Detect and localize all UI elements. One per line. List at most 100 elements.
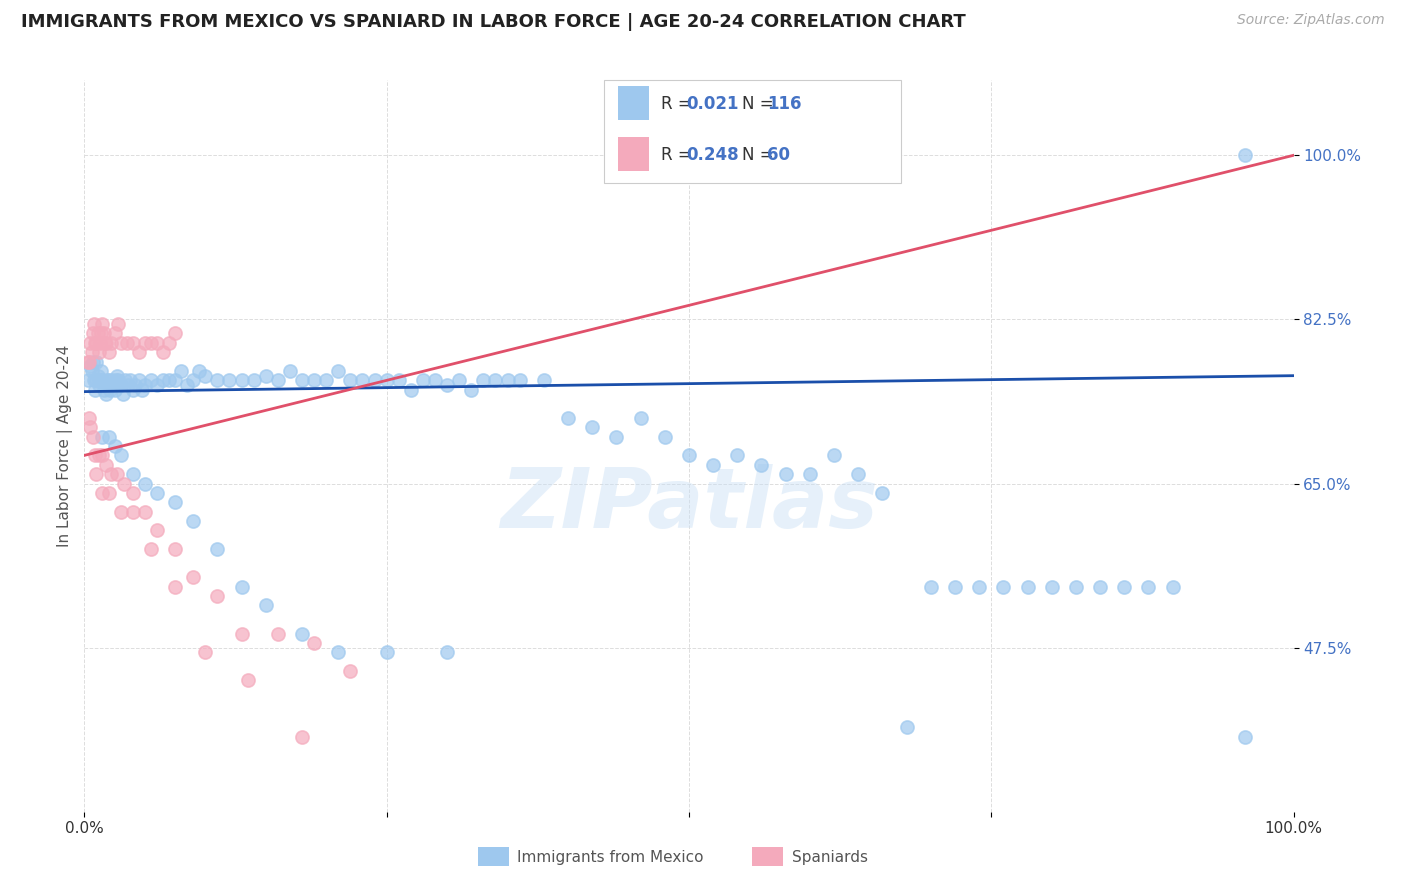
Point	[91, 449, 114, 463]
Point	[630, 410, 652, 425]
Point	[725, 449, 748, 463]
Point	[254, 599, 277, 613]
Point	[207, 589, 229, 603]
Point	[423, 373, 446, 387]
Point	[896, 720, 918, 734]
Point	[80, 364, 103, 378]
Point	[97, 486, 120, 500]
Point	[110, 335, 132, 350]
Point	[799, 467, 821, 482]
Point	[89, 335, 111, 350]
Text: R =: R =	[661, 95, 696, 112]
Point	[581, 420, 603, 434]
Point	[181, 514, 204, 528]
Point	[302, 636, 325, 650]
Point	[82, 429, 104, 443]
Point	[105, 467, 128, 482]
Point	[139, 335, 162, 350]
Point	[375, 373, 398, 387]
Point	[146, 335, 169, 350]
Point	[124, 378, 146, 392]
Point	[194, 368, 217, 383]
Point	[101, 373, 124, 387]
Point	[751, 458, 773, 472]
Point	[77, 354, 100, 368]
Text: IMMIGRANTS FROM MEXICO VS SPANIARD IN LABOR FORCE | AGE 20-24 CORRELATION CHART: IMMIGRANTS FROM MEXICO VS SPANIARD IN LA…	[21, 13, 966, 31]
Point	[557, 410, 579, 425]
Point	[104, 373, 127, 387]
Point	[134, 505, 156, 519]
Point	[1234, 730, 1257, 744]
Point	[163, 495, 186, 509]
Point	[110, 505, 132, 519]
Point	[1234, 148, 1257, 162]
Point	[107, 317, 129, 331]
Point	[77, 410, 100, 425]
Point	[242, 373, 264, 387]
Point	[112, 476, 135, 491]
Point	[110, 378, 132, 392]
Point	[94, 387, 117, 401]
Point	[157, 335, 180, 350]
Point	[100, 378, 122, 392]
Point	[388, 373, 411, 387]
Point	[176, 378, 198, 392]
Point	[86, 335, 108, 350]
Point	[114, 373, 136, 387]
Point	[152, 373, 174, 387]
Point	[291, 373, 314, 387]
Point	[278, 364, 301, 378]
Point	[163, 542, 186, 557]
Point	[1137, 580, 1160, 594]
Point	[605, 429, 627, 443]
Text: ZIPatlas: ZIPatlas	[501, 464, 877, 545]
Point	[181, 570, 204, 584]
Text: 0.021: 0.021	[686, 95, 738, 112]
Point	[1017, 580, 1039, 594]
Point	[89, 373, 111, 387]
Point	[77, 354, 100, 368]
Point	[920, 580, 942, 594]
Point	[84, 383, 107, 397]
Point	[86, 326, 108, 341]
Point	[105, 368, 128, 383]
Point	[339, 664, 361, 678]
Point	[163, 326, 186, 341]
Point	[121, 486, 143, 500]
Point	[104, 326, 127, 341]
Point	[702, 458, 724, 472]
Point	[128, 373, 150, 387]
Point	[678, 449, 700, 463]
Point	[103, 378, 125, 392]
Point	[163, 580, 186, 594]
Point	[84, 335, 107, 350]
Point	[97, 345, 120, 359]
Point	[231, 373, 253, 387]
Point	[104, 383, 127, 397]
Point	[146, 524, 169, 538]
Point	[157, 373, 180, 387]
Point	[363, 373, 385, 387]
Point	[79, 420, 101, 434]
Point	[1040, 580, 1063, 594]
Point	[1088, 580, 1111, 594]
Point	[267, 626, 290, 640]
Point	[86, 467, 108, 482]
Point	[509, 373, 531, 387]
Point	[87, 345, 110, 359]
Point	[87, 378, 110, 392]
Point	[152, 345, 174, 359]
Point	[134, 476, 156, 491]
Point	[533, 373, 555, 387]
Point	[91, 486, 114, 500]
Point	[121, 505, 143, 519]
Point	[98, 383, 121, 397]
Point	[352, 373, 374, 387]
Point	[96, 373, 118, 387]
Point	[449, 373, 471, 387]
Text: N =: N =	[742, 145, 779, 164]
Point	[83, 373, 105, 387]
Point	[112, 387, 135, 401]
Point	[291, 626, 314, 640]
Point	[328, 364, 350, 378]
